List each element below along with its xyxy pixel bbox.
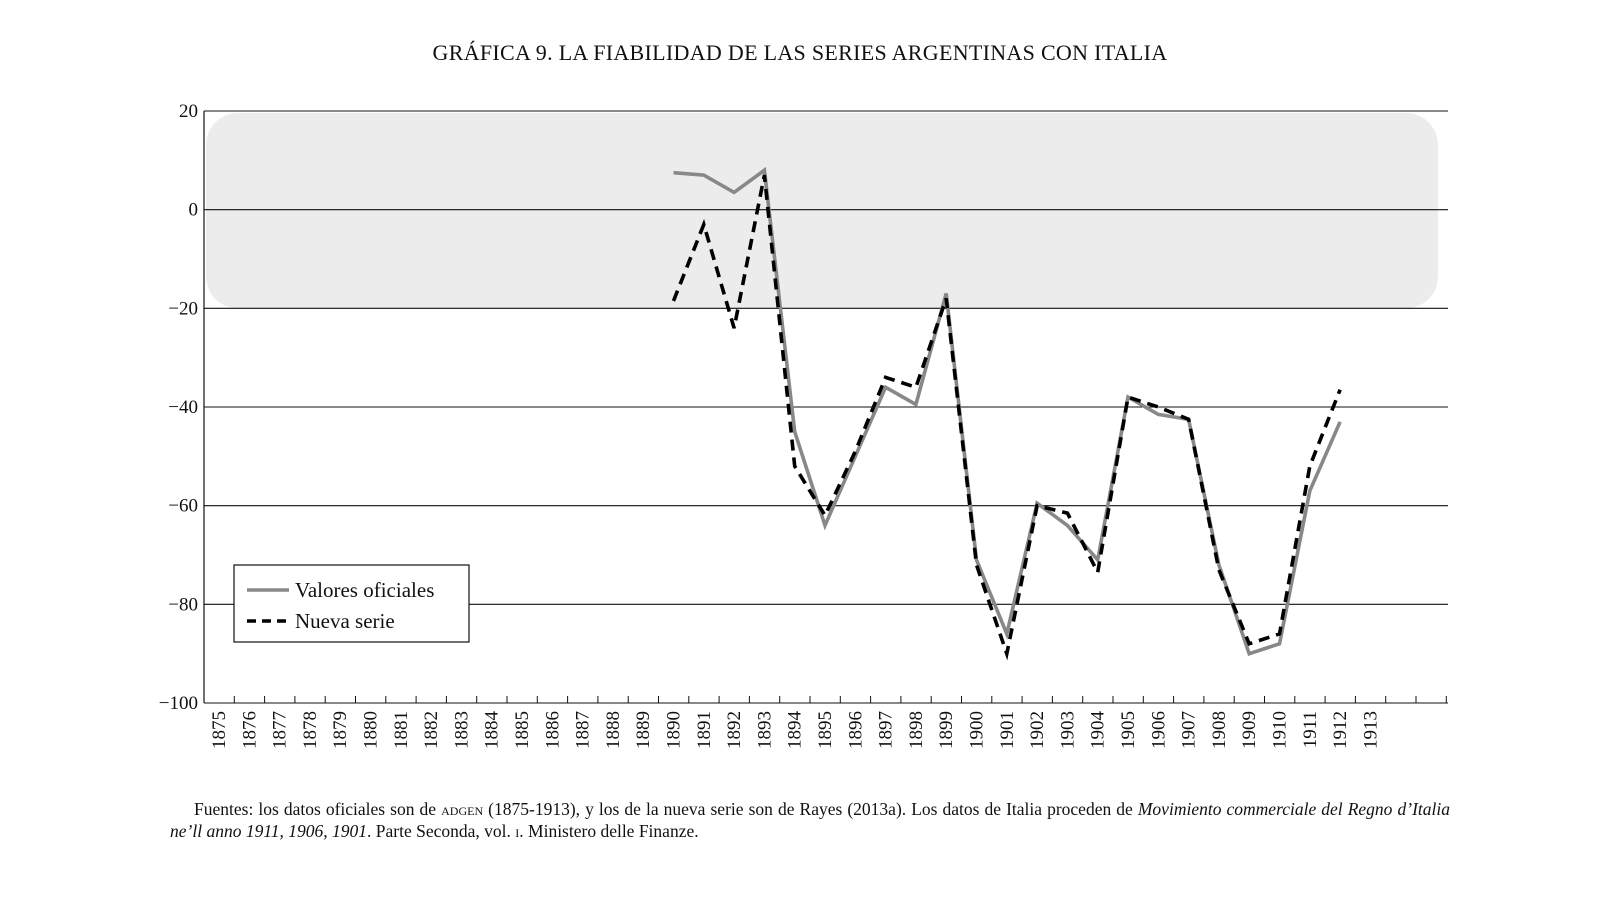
source-note-suffix: . Ministero delle Finanze. — [519, 821, 699, 841]
x-tick-label: 1907 — [1179, 711, 1200, 749]
x-tick-label: 1886 — [542, 711, 563, 749]
x-tick-label: 1896 — [845, 711, 866, 749]
x-tick-label: 1876 — [239, 711, 260, 749]
series-nueva-serie — [671, 174, 1342, 661]
x-tick-label: 1892 — [724, 711, 745, 749]
source-note-middle: (1875-1913), y los de la nueva serie son… — [483, 799, 1138, 819]
legend-label: Valores oficiales — [295, 578, 434, 602]
x-tick-label: 1889 — [633, 711, 654, 749]
x-tick-label: 1881 — [391, 711, 412, 749]
source-note-middle2: . Parte Seconda, vol. — [367, 821, 516, 841]
chart-title: GRÁFICA 9. LA FIABILIDAD DE LAS SERIES A… — [432, 40, 1168, 65]
x-tick-label: 1895 — [815, 711, 836, 749]
legend-box — [233, 564, 470, 643]
x-tick-label: 1885 — [512, 711, 533, 749]
x-tick-label: 1891 — [694, 711, 715, 749]
x-tick-label: 1887 — [573, 711, 594, 749]
source-note: Fuentes: los datos oficiales son de adge… — [170, 798, 1450, 842]
x-tick-label: 1882 — [421, 711, 442, 749]
x-tick-label: 1909 — [1239, 711, 1260, 749]
x-tick-label: 1912 — [1330, 711, 1351, 749]
y-tick-label: −100 — [159, 693, 198, 714]
x-tick-label: 1879 — [330, 711, 351, 749]
y-tick-label: 0 — [189, 200, 199, 221]
x-tick-label: 1908 — [1209, 711, 1230, 749]
shaded-band — [206, 113, 1438, 309]
x-tick-label: 1884 — [482, 711, 503, 750]
source-note-prefix: Fuentes: los datos oficiales son de — [194, 799, 442, 819]
x-tick-label: 1875 — [209, 711, 230, 749]
x-tick-label: 1900 — [967, 711, 988, 749]
x-tick-label: 1890 — [664, 711, 685, 749]
x-tick-label: 1877 — [270, 711, 291, 749]
source-note-italic-title: Movimiento commerciale del Regno d’Itali… — [170, 799, 1450, 841]
x-tick-label: 1901 — [997, 711, 1018, 749]
source-note-vol: i — [515, 821, 520, 841]
x-tick-label: 1910 — [1270, 711, 1291, 749]
x-tick-label: 1878 — [300, 711, 321, 749]
x-tick-label: 1893 — [754, 711, 775, 749]
x-tick-label: 1905 — [1118, 711, 1139, 749]
x-tick-label: 1913 — [1360, 711, 1381, 749]
x-tick-label: 1880 — [361, 711, 382, 749]
source-note-adgen: adgen — [441, 799, 484, 819]
x-tick-label: 1902 — [1027, 711, 1048, 749]
x-tick-label: 1898 — [906, 711, 927, 749]
x-tick-label: 1883 — [451, 711, 472, 749]
x-tick-label: 1911 — [1300, 711, 1321, 748]
y-tick-label: −40 — [168, 397, 198, 418]
y-tick-label: −20 — [168, 298, 198, 319]
x-tick-label: 1894 — [785, 711, 806, 750]
x-tick-label: 1899 — [936, 711, 957, 749]
x-tick-label: 1903 — [1057, 711, 1078, 749]
x-tick-label: 1897 — [876, 711, 897, 749]
y-tick-label: −80 — [168, 594, 198, 615]
x-tick-label: 1888 — [603, 711, 624, 749]
y-tick-label: −60 — [168, 496, 198, 517]
legend-label: Nueva serie — [295, 609, 395, 633]
y-tick-label: 20 — [179, 101, 198, 122]
x-tick-label: 1904 — [1088, 711, 1109, 750]
x-tick-label: 1906 — [1148, 711, 1169, 749]
